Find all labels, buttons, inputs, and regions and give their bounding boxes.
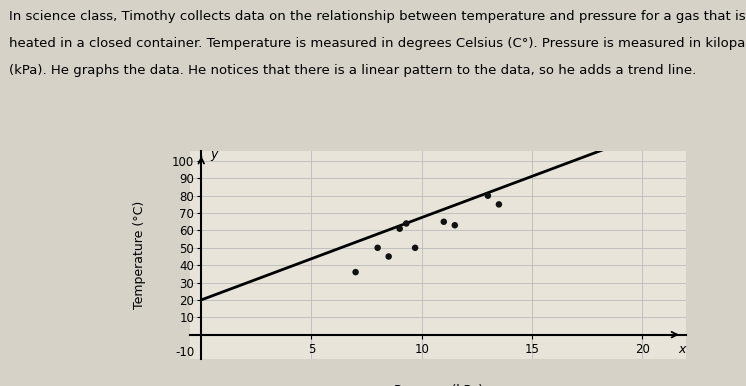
Point [383,253,395,259]
Point [409,245,421,251]
Text: heated in a closed container. Temperature is measured in degrees Celsius (C°). P: heated in a closed container. Temperatur… [9,37,746,50]
Y-axis label: Temperature (°C): Temperature (°C) [133,201,145,309]
Point [401,220,413,227]
Point [482,193,494,199]
Text: In science class, Timothy collects data on the relationship between temperature : In science class, Timothy collects data … [9,10,745,23]
Text: (kPa). He graphs the data. He notices that there is a linear pattern to the data: (kPa). He graphs the data. He notices th… [9,64,696,77]
Point [449,222,461,228]
Point [372,245,383,251]
Text: y: y [210,147,217,161]
Text: -10: -10 [175,345,195,359]
X-axis label: Pressure (kPa): Pressure (kPa) [394,384,483,386]
Point [350,269,362,275]
Point [493,201,505,208]
Point [394,225,406,232]
Text: x: x [678,344,686,356]
Point [438,218,450,225]
